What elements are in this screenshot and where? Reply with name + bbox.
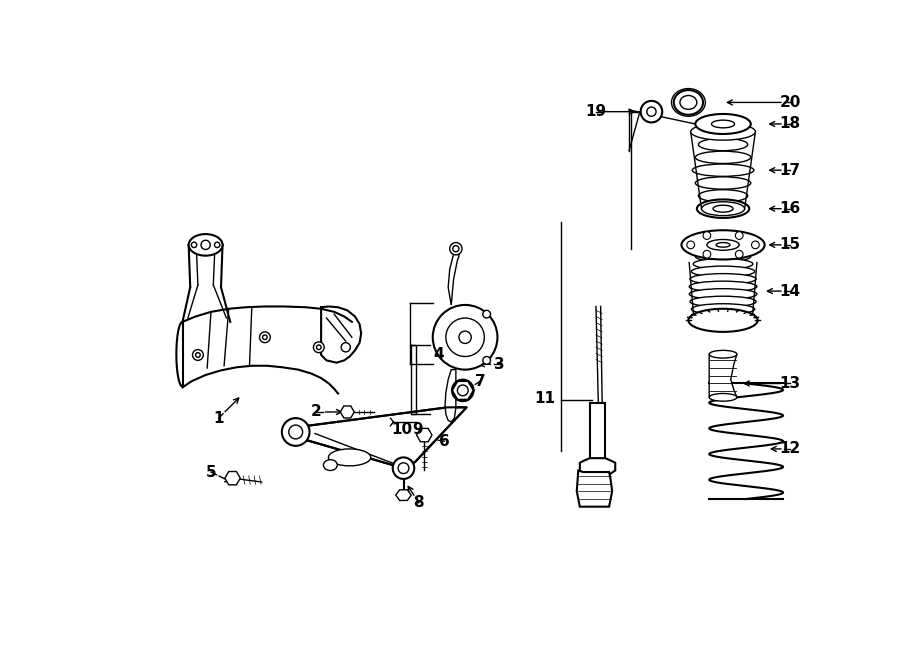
Circle shape — [641, 101, 662, 122]
Ellipse shape — [701, 202, 744, 215]
Ellipse shape — [693, 311, 753, 322]
Circle shape — [453, 246, 459, 252]
Ellipse shape — [696, 151, 751, 163]
Polygon shape — [321, 307, 361, 363]
Circle shape — [452, 379, 473, 401]
Text: 5: 5 — [206, 465, 216, 479]
Circle shape — [457, 385, 468, 396]
Ellipse shape — [716, 243, 730, 247]
Polygon shape — [396, 490, 411, 500]
Circle shape — [195, 353, 200, 358]
Text: 4: 4 — [433, 348, 444, 362]
Ellipse shape — [689, 281, 757, 292]
Text: 13: 13 — [779, 376, 801, 391]
Polygon shape — [446, 369, 456, 422]
Ellipse shape — [674, 90, 703, 115]
Polygon shape — [448, 249, 459, 305]
Polygon shape — [417, 428, 432, 442]
Circle shape — [647, 107, 656, 116]
Circle shape — [341, 342, 350, 352]
Ellipse shape — [680, 95, 697, 109]
Ellipse shape — [681, 230, 765, 260]
Text: 3: 3 — [494, 357, 505, 371]
Text: 18: 18 — [779, 116, 801, 132]
Polygon shape — [340, 406, 355, 418]
Circle shape — [263, 335, 267, 340]
Circle shape — [259, 332, 270, 342]
Polygon shape — [296, 407, 466, 468]
Ellipse shape — [693, 258, 753, 269]
Ellipse shape — [189, 234, 222, 256]
Ellipse shape — [701, 202, 744, 215]
Circle shape — [192, 242, 197, 248]
Circle shape — [482, 356, 491, 364]
Ellipse shape — [696, 319, 751, 330]
Polygon shape — [183, 307, 352, 393]
Text: 2: 2 — [311, 405, 322, 420]
Circle shape — [392, 457, 414, 479]
Text: 19: 19 — [585, 104, 607, 119]
Circle shape — [735, 232, 743, 239]
Ellipse shape — [328, 449, 371, 466]
Circle shape — [446, 318, 484, 356]
Text: 9: 9 — [412, 422, 423, 437]
Ellipse shape — [706, 239, 739, 251]
Text: 15: 15 — [779, 237, 801, 253]
Circle shape — [289, 425, 302, 439]
Circle shape — [450, 243, 462, 255]
Ellipse shape — [697, 200, 749, 218]
Polygon shape — [452, 381, 473, 400]
Ellipse shape — [698, 138, 748, 151]
Circle shape — [752, 241, 760, 249]
Text: 7: 7 — [475, 373, 486, 389]
Polygon shape — [580, 458, 616, 476]
Ellipse shape — [696, 177, 751, 189]
Polygon shape — [225, 471, 240, 485]
Ellipse shape — [689, 289, 757, 299]
Circle shape — [433, 305, 498, 369]
Ellipse shape — [691, 304, 755, 315]
Circle shape — [459, 331, 472, 344]
Text: 20: 20 — [779, 95, 801, 110]
Circle shape — [703, 251, 711, 258]
Text: 16: 16 — [779, 201, 801, 216]
Circle shape — [282, 418, 310, 446]
Circle shape — [482, 310, 491, 318]
Ellipse shape — [712, 120, 734, 128]
Ellipse shape — [690, 296, 756, 307]
Text: 11: 11 — [534, 391, 555, 407]
Ellipse shape — [690, 274, 756, 284]
Ellipse shape — [709, 350, 737, 358]
Text: 1: 1 — [213, 410, 224, 426]
Ellipse shape — [323, 459, 338, 471]
Text: 12: 12 — [779, 442, 801, 456]
Ellipse shape — [713, 205, 734, 212]
Text: 8: 8 — [414, 495, 424, 510]
Ellipse shape — [688, 309, 758, 332]
Circle shape — [313, 342, 324, 353]
Polygon shape — [577, 471, 612, 507]
Circle shape — [317, 345, 321, 350]
Ellipse shape — [691, 266, 755, 277]
Circle shape — [214, 242, 220, 248]
Ellipse shape — [709, 393, 737, 401]
Circle shape — [687, 241, 695, 249]
Circle shape — [193, 350, 203, 360]
Text: 6: 6 — [439, 434, 450, 449]
Text: 17: 17 — [779, 163, 801, 178]
Circle shape — [703, 232, 711, 239]
Ellipse shape — [696, 251, 751, 262]
Polygon shape — [709, 354, 737, 397]
Ellipse shape — [692, 164, 754, 176]
Circle shape — [398, 463, 409, 473]
Text: 14: 14 — [779, 284, 801, 299]
Ellipse shape — [696, 114, 751, 134]
Text: 10: 10 — [392, 422, 412, 437]
Ellipse shape — [690, 123, 755, 140]
Ellipse shape — [701, 126, 744, 138]
Circle shape — [735, 251, 743, 258]
Ellipse shape — [698, 190, 748, 202]
Circle shape — [201, 240, 211, 249]
